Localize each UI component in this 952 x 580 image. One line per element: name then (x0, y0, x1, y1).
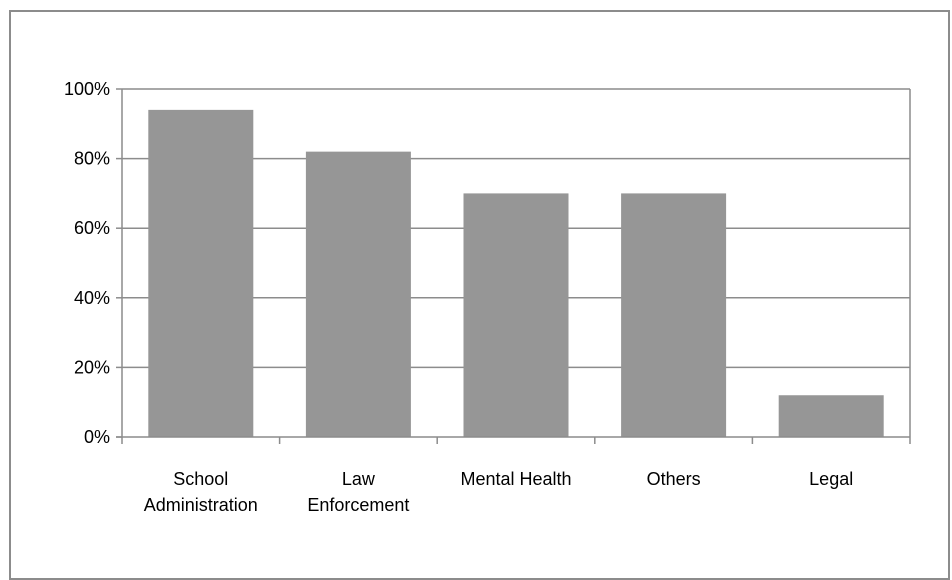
x-category-label: Mental Health (460, 469, 571, 489)
x-category-label: School (173, 469, 228, 489)
labels: 0% 20% 40% 60% 80% 100% School Administration La… (64, 79, 853, 515)
bar (778, 395, 884, 437)
y-tick-label: 80% (74, 149, 110, 169)
y-tick-label: 60% (74, 218, 110, 238)
y-tick-label: 0% (84, 427, 110, 447)
y-tick-label: 20% (74, 357, 110, 377)
axes (116, 88, 911, 444)
bar (621, 193, 727, 437)
x-category-label: Administration (144, 495, 258, 515)
y-tick-label: 100% (64, 79, 110, 99)
bar (148, 109, 254, 437)
bar (305, 151, 411, 437)
x-category-label: Enforcement (307, 495, 409, 515)
gridlines (122, 88, 911, 437)
bar (463, 193, 569, 437)
x-category-label: Others (647, 469, 701, 489)
bars (148, 109, 884, 437)
x-category-label: Law (342, 469, 376, 489)
y-tick-label: 40% (74, 288, 110, 308)
x-category-label: Legal (809, 469, 853, 489)
